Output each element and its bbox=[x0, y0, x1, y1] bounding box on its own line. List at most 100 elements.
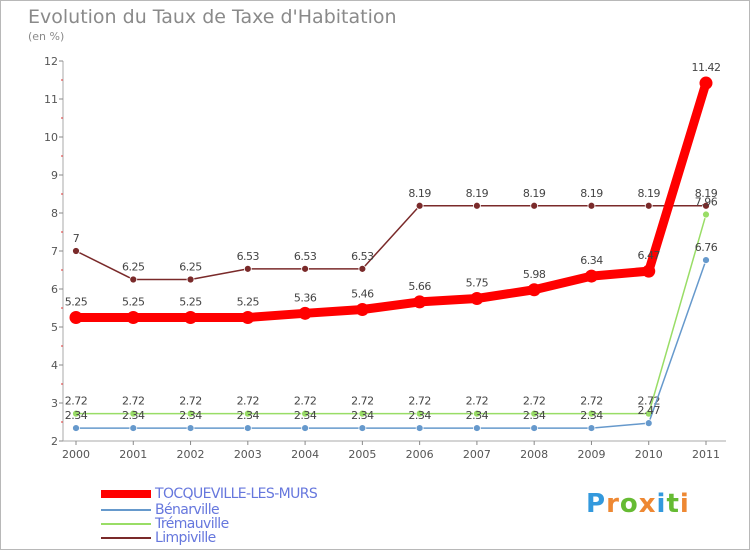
x-tick-label: 2011 bbox=[692, 448, 720, 461]
x-tick-label: 2006 bbox=[406, 448, 434, 461]
y-tick-label: 9 bbox=[51, 169, 58, 182]
data-label: 2.34 bbox=[351, 409, 374, 422]
data-point bbox=[587, 201, 596, 210]
data-point bbox=[301, 264, 309, 273]
data-point bbox=[243, 424, 252, 432]
logo-letter: r bbox=[606, 489, 620, 519]
data-point bbox=[186, 424, 195, 432]
data-point bbox=[470, 292, 484, 305]
y-tick-label: 3 bbox=[51, 397, 58, 410]
data-label: 2.72 bbox=[179, 395, 202, 408]
legend-swatch bbox=[101, 537, 151, 539]
data-point bbox=[129, 424, 138, 432]
y-tick-label: 10 bbox=[44, 131, 58, 144]
data-label: 2.34 bbox=[237, 409, 260, 422]
legend-label: TOCQUEVILLE-LES-MURS bbox=[155, 486, 318, 502]
legend-item-limpiville: Limpiville bbox=[101, 530, 216, 546]
data-point bbox=[473, 409, 481, 418]
series-line bbox=[71, 78, 711, 322]
data-label: 6.76 bbox=[695, 241, 718, 254]
data-label: 8.19 bbox=[408, 187, 431, 200]
data-point bbox=[587, 409, 596, 418]
data-point bbox=[415, 424, 424, 432]
series-line bbox=[75, 259, 707, 429]
legend-label: Limpiville bbox=[155, 530, 216, 546]
data-label: 2.72 bbox=[122, 395, 145, 408]
data-point bbox=[527, 283, 541, 297]
legend-label: Trémauville bbox=[155, 516, 229, 532]
logo-letter: i bbox=[679, 489, 690, 519]
y-tick-label: 4 bbox=[51, 359, 58, 372]
data-point bbox=[184, 311, 198, 324]
data-label: 6.53 bbox=[351, 250, 374, 263]
data-label: 2.34 bbox=[179, 409, 202, 422]
chart-title: Evolution du Taux de Taxe d'Habitation bbox=[28, 6, 397, 28]
data-point bbox=[129, 409, 138, 418]
data-label: 6.53 bbox=[237, 250, 260, 263]
data-label: 5.46 bbox=[351, 288, 374, 301]
data-label: 2.34 bbox=[523, 409, 546, 422]
logo-letter: P bbox=[586, 489, 607, 519]
data-label: 2.47 bbox=[637, 404, 660, 417]
data-point bbox=[473, 201, 481, 210]
data-label: 2.72 bbox=[408, 395, 431, 408]
data-label: 2.34 bbox=[408, 409, 431, 422]
legend-swatch bbox=[101, 509, 151, 511]
data-label: 8.19 bbox=[466, 187, 489, 200]
data-label: 2.34 bbox=[294, 409, 317, 422]
x-tick-label: 2004 bbox=[291, 448, 319, 461]
data-point bbox=[644, 419, 653, 428]
y-tick-label: 12 bbox=[44, 55, 58, 68]
legend-item-benarville: Bénarville bbox=[101, 502, 220, 518]
data-point bbox=[699, 76, 713, 90]
data-label: 2.72 bbox=[294, 395, 317, 408]
data-label: 2.34 bbox=[466, 409, 489, 422]
data-point bbox=[587, 424, 596, 432]
logo-letter: t bbox=[666, 489, 680, 519]
data-point bbox=[415, 201, 424, 210]
data-label: 2.72 bbox=[351, 395, 374, 408]
data-point bbox=[358, 264, 367, 273]
data-point bbox=[301, 409, 309, 418]
data-label: 7 bbox=[73, 232, 80, 245]
data-point bbox=[72, 409, 80, 418]
x-tick-label: 2009 bbox=[577, 448, 605, 461]
data-point bbox=[358, 424, 367, 432]
legend-item-tocqueville: TOCQUEVILLE-LES-MURS bbox=[101, 486, 318, 502]
logo-letter: o bbox=[619, 489, 639, 519]
data-label: 2.72 bbox=[580, 395, 603, 408]
legend-label: Bénarville bbox=[155, 502, 220, 518]
data-label: 2.34 bbox=[580, 409, 603, 422]
data-label: 8.19 bbox=[695, 187, 718, 200]
x-tick-label: 2002 bbox=[177, 448, 205, 461]
data-point bbox=[415, 409, 424, 418]
data-point bbox=[301, 424, 309, 432]
y-tick-label: 5 bbox=[51, 321, 58, 334]
data-point bbox=[642, 264, 656, 278]
y-tick-label: 7 bbox=[51, 245, 58, 258]
data-point bbox=[243, 409, 252, 418]
data-point bbox=[530, 424, 539, 432]
data-point bbox=[473, 424, 481, 432]
data-label: 5.25 bbox=[122, 296, 145, 309]
data-point bbox=[702, 210, 710, 219]
data-label: 6.34 bbox=[580, 254, 603, 267]
proxiti-logo: Proxiti bbox=[586, 489, 690, 519]
logo-letter: i bbox=[656, 489, 667, 519]
data-point bbox=[72, 424, 80, 432]
data-point bbox=[530, 201, 539, 210]
data-point bbox=[72, 247, 80, 255]
data-point bbox=[355, 303, 369, 317]
data-point bbox=[69, 311, 83, 324]
y-tick-label: 2 bbox=[51, 435, 58, 448]
data-label: 2.34 bbox=[65, 409, 88, 422]
data-point bbox=[298, 306, 312, 320]
data-label: 5.25 bbox=[237, 296, 260, 309]
data-label: 6.25 bbox=[122, 261, 145, 274]
x-tick-label: 2001 bbox=[119, 448, 147, 461]
data-label: 5.75 bbox=[466, 277, 489, 290]
y-tick-label: 11 bbox=[44, 93, 58, 106]
logo-letter: x bbox=[638, 489, 657, 519]
